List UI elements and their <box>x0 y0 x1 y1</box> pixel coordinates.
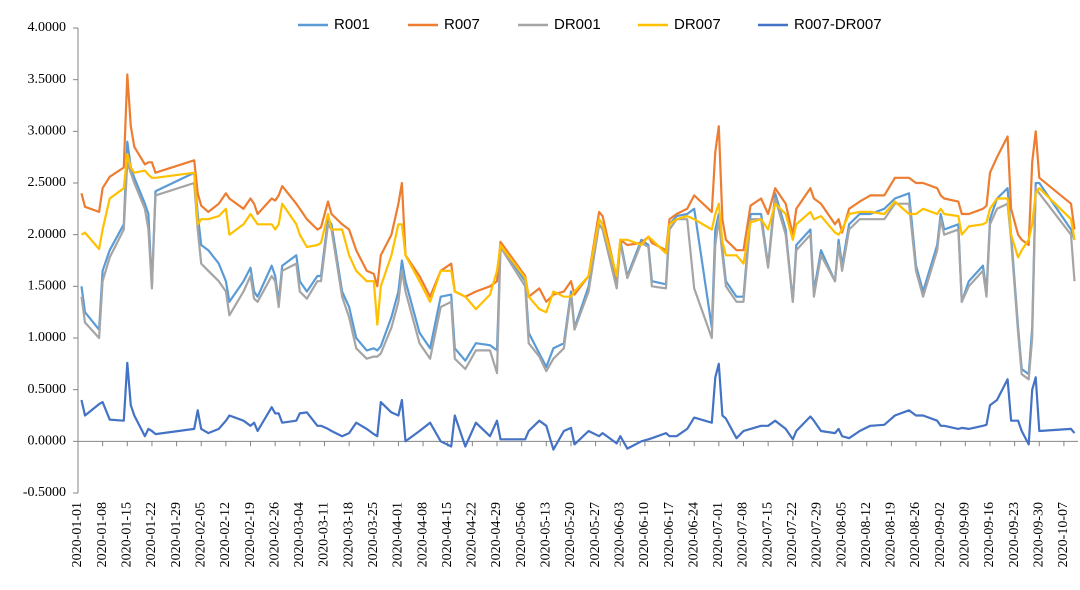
x-tick-label: 2020-08-19 <box>884 502 899 567</box>
y-tick-label: 3.0000 <box>28 124 67 139</box>
x-tick-label: 2020-01-22 <box>144 502 159 567</box>
x-tick-label: 2020-05-13 <box>539 502 554 567</box>
x-tick-label: 2020-01-08 <box>95 502 110 567</box>
x-tick-label: 2020-08-05 <box>834 502 849 567</box>
x-tick-label: 2020-01-15 <box>120 502 135 567</box>
x-tick-label: 2020-01-29 <box>169 502 184 567</box>
x-tick-label: 2020-04-22 <box>465 502 480 567</box>
series-line <box>80 161 1076 381</box>
x-tick-label: 2020-09-30 <box>1031 502 1046 567</box>
x-tick-label: 2020-10-07 <box>1056 502 1071 567</box>
x-tick-label: 2020-03-04 <box>292 502 307 567</box>
y-tick-label: 2.5000 <box>28 175 67 190</box>
y-tick-label: -0.5000 <box>23 485 66 500</box>
x-tick-label: 2020-04-29 <box>489 502 504 567</box>
x-tick-label: 2020-04-01 <box>391 502 406 567</box>
legend-label: R007-DR007 <box>794 16 882 33</box>
x-tick-label: 2020-07-15 <box>760 502 775 567</box>
x-tick-label: 2020-05-27 <box>588 502 603 567</box>
x-tick-label: 2020-07-01 <box>711 502 726 567</box>
y-tick-label: 1.5000 <box>28 279 67 294</box>
x-tick-label: 2020-07-29 <box>810 502 825 567</box>
x-tick-label: 2020-08-26 <box>908 502 923 567</box>
x-tick-label: 2020-04-15 <box>440 502 455 567</box>
series-line <box>80 73 1076 303</box>
x-tick-label: 2020-04-08 <box>415 502 430 567</box>
x-tick-label: 2020-01-01 <box>70 502 85 567</box>
legend-label: R007 <box>444 16 480 33</box>
x-tick-label: 2020-09-09 <box>958 502 973 567</box>
x-tick-label: 2020-07-08 <box>736 502 751 567</box>
x-tick-label: 2020-09-16 <box>982 502 997 567</box>
x-tick-label: 2020-08-12 <box>859 502 874 567</box>
legend-label: DR001 <box>554 16 601 33</box>
series-line <box>80 361 1076 451</box>
x-tick-label: 2020-06-03 <box>612 502 627 567</box>
x-tick-label: 2020-09-23 <box>1007 502 1022 567</box>
x-tick-label: 2020-06-24 <box>686 502 701 567</box>
y-tick-label: 4.0000 <box>28 20 67 35</box>
y-tick-label: 0.0000 <box>28 434 67 449</box>
y-tick-label: 1.0000 <box>28 330 67 345</box>
x-tick-label: 2020-02-12 <box>218 502 233 567</box>
series-line <box>80 153 1076 326</box>
x-tick-label: 2020-02-05 <box>193 502 208 567</box>
x-tick-label: 2020-03-25 <box>366 502 381 567</box>
x-tick-label: 2020-06-10 <box>637 502 652 567</box>
legend-label: DR007 <box>674 16 721 33</box>
legend-label: R001 <box>334 16 370 33</box>
x-tick-label: 2020-09-02 <box>933 502 948 567</box>
x-tick-label: 2020-03-11 <box>317 502 332 567</box>
x-tick-label: 2020-05-20 <box>563 502 578 567</box>
x-tick-label: 2020-03-18 <box>341 502 356 567</box>
x-tick-label: 2020-05-06 <box>514 502 529 567</box>
y-tick-label: 3.5000 <box>28 72 67 87</box>
x-tick-label: 2020-02-19 <box>243 502 258 567</box>
y-tick-label: 2.0000 <box>28 227 67 242</box>
series-line <box>80 140 1076 376</box>
y-tick-label: 0.5000 <box>28 382 67 397</box>
x-tick-label: 2020-02-26 <box>267 502 282 567</box>
x-tick-label: 2020-07-22 <box>785 502 800 567</box>
x-tick-label: 2020-06-17 <box>662 502 677 567</box>
